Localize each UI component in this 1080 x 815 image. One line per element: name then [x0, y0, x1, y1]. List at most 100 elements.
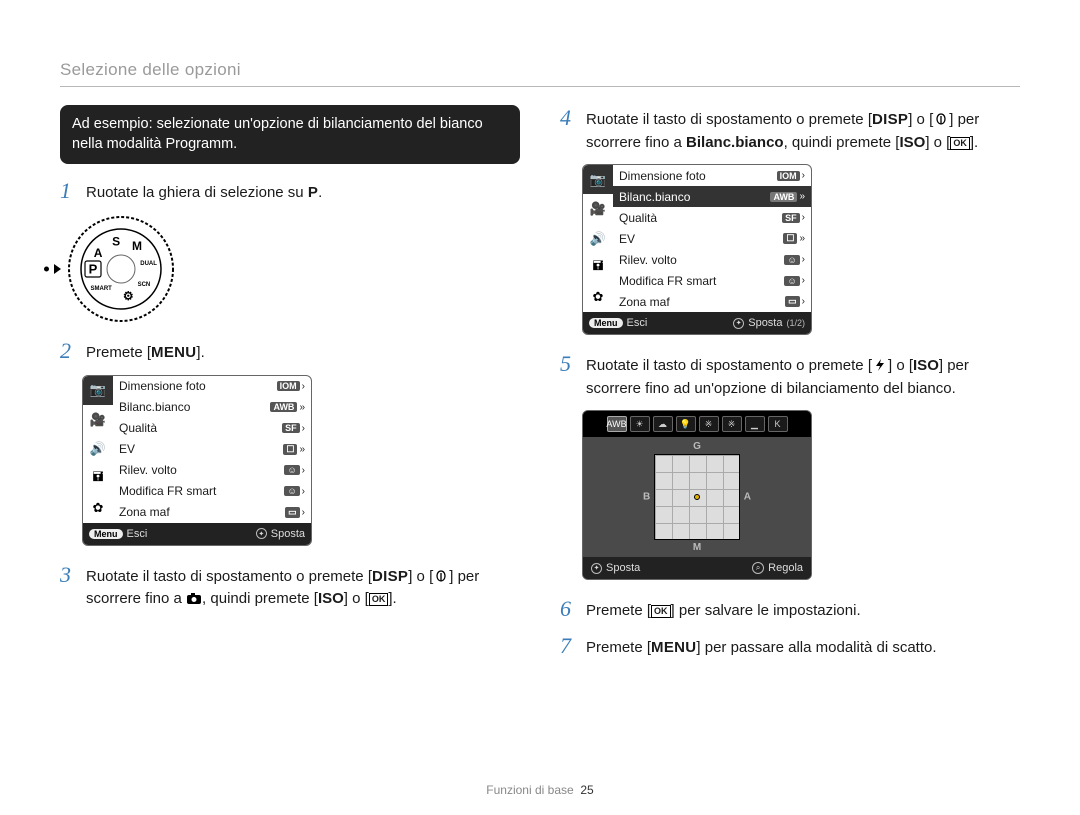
axis-b: B [643, 492, 650, 503]
t: Ruotate il tasto di spostamento o premet… [86, 568, 372, 585]
side-icon: 📷 [83, 376, 113, 405]
iso-label: ISO [913, 357, 939, 374]
mode-dial-svg: PASMDUALSCN⚙SMART [66, 214, 176, 324]
menu-row: Modifica FR smart☺› [113, 481, 311, 502]
bilanc-bold: Bilanc.bianco [686, 134, 784, 151]
wb-option: ▁ [745, 416, 765, 432]
step-6: 6 Premete [OK] per salvare le impostazio… [560, 596, 1020, 623]
wb-option: ☀ [630, 416, 650, 432]
menu-button-label: MENU [651, 639, 696, 656]
menu-row: EV☐» [613, 228, 811, 249]
nav-circle-icon: ✦ [256, 528, 267, 539]
axis-g: G [693, 441, 701, 452]
menu-row-value: ☺› [284, 486, 305, 497]
white-balance-panel: AWB☀☁💡※※▁K G M B A ✦ Sposta ⌕ Regola [582, 410, 812, 580]
menu-row: Rilev. volto☺› [113, 460, 311, 481]
wb-footer: ✦ Sposta ⌕ Regola [583, 557, 811, 579]
step-3: 3 Ruotate il tasto di spostamento o prem… [60, 562, 520, 611]
regola-label: Regola [768, 562, 803, 574]
step-7: 7 Premete [MENU] per passare alla modali… [560, 633, 1020, 660]
menu-list: Dimensione fotoIOM›Bilanc.biancoAWB»Qual… [113, 376, 311, 523]
mode-p: P [308, 184, 318, 201]
page-count: (1/2) [786, 318, 805, 328]
menu-row-value: ▭› [285, 507, 305, 518]
wb-icon-strip: AWB☀☁💡※※▁K [583, 411, 811, 437]
menu-row-value: ▭› [785, 296, 805, 307]
macro-icon [933, 112, 949, 126]
step-number: 6 [560, 596, 578, 623]
menu-row-label: Bilanc.bianco [619, 190, 770, 204]
camera-menu-panel: 📷🎥🔊🖬✿ Dimensione fotoIOM›Bilanc.biancoAW… [82, 375, 312, 546]
t: ] o [ [408, 568, 433, 585]
wb-center-dot [694, 494, 700, 500]
step-body: Ruotate il tasto di spostamento o premet… [586, 105, 1020, 154]
menu-row-label: EV [619, 232, 783, 246]
dial-indicator-dot [44, 267, 49, 272]
ok-icon: OK [950, 137, 970, 150]
sposta-label: Sposta [606, 562, 640, 574]
page-header: Selezione delle opzioni [60, 60, 1020, 80]
svg-text:SCN: SCN [138, 282, 151, 288]
ok-icon: OK [651, 605, 671, 618]
axis-a: A [744, 492, 751, 503]
menu-row-value: SF› [282, 423, 305, 434]
menu-row-label: Dimensione foto [619, 169, 777, 183]
menu-row: Bilanc.biancoAWB» [613, 186, 811, 207]
magnify-icon: ⌕ [752, 562, 764, 574]
t: ] o [ [908, 111, 933, 128]
t: ] o [ [888, 357, 913, 374]
t: ] per salvare le impostazioni. [671, 602, 861, 619]
nav-circle-icon: ✦ [733, 318, 744, 329]
macro-icon [433, 569, 449, 583]
t: Ruotate il tasto di spostamento o premet… [586, 111, 872, 128]
menu-row-label: Dimensione foto [119, 379, 277, 393]
step-1: 1 Ruotate la ghiera di selezione su P. [60, 178, 520, 205]
svg-text:A: A [94, 246, 103, 260]
wb-option: AWB [607, 416, 627, 432]
columns: Ad esempio: selezionate un'opzione di bi… [60, 105, 1020, 669]
t: Ruotate il tasto di spostamento o premet… [586, 357, 872, 374]
menu-row-label: Zona maf [619, 295, 785, 309]
menu-row: Zona maf▭› [613, 291, 811, 312]
menu-row-label: Modifica FR smart [119, 484, 284, 498]
wb-option: ※ [699, 416, 719, 432]
footer-section: Funzioni di base [486, 783, 573, 797]
side-icon: 🖬 [83, 464, 113, 493]
wb-option: ☁ [653, 416, 673, 432]
menu-pill: Menu [589, 318, 623, 328]
menu-row-value: SF› [782, 212, 805, 223]
menu-row: Modifica FR smart☺› [613, 270, 811, 291]
svg-text:M: M [132, 239, 142, 253]
menu-row-label: Bilanc.bianco [119, 400, 270, 414]
sposta-label: Sposta [748, 317, 782, 329]
step-body: Ruotate la ghiera di selezione su P. [86, 178, 520, 205]
dial-indicator-arrow [54, 264, 61, 274]
menu-row: Zona maf▭› [113, 502, 311, 523]
step-number: 4 [560, 105, 578, 154]
side-icon: ✿ [583, 283, 613, 312]
menu-row-label: Qualità [619, 211, 782, 225]
menu-row-label: Zona maf [119, 505, 285, 519]
t: ]. [970, 134, 978, 151]
esci-label: Esci [627, 317, 648, 329]
menu-pill: Menu [89, 529, 123, 539]
step-body: Premete [MENU]. [86, 338, 520, 365]
menu-row: EV☐» [113, 439, 311, 460]
step-number: 2 [60, 338, 78, 365]
side-icon: 🔊 [83, 434, 113, 463]
sposta-label: Sposta [271, 528, 305, 540]
side-icon: 🔊 [583, 224, 613, 253]
page-number: 25 [580, 783, 593, 797]
menu-row-label: EV [119, 442, 283, 456]
menu-side-icons: 📷🎥🔊🖬✿ [83, 376, 113, 523]
side-icon: ✿ [83, 493, 113, 522]
flash-icon [872, 358, 888, 372]
step-text: Premete [ [86, 344, 151, 361]
t: Premete [ [586, 602, 651, 619]
t: ] o [ [344, 590, 369, 607]
menu-row: QualitàSF› [613, 207, 811, 228]
menu-row-label: Rilev. volto [619, 253, 784, 267]
menu-list: Dimensione fotoIOM›Bilanc.biancoAWB»Qual… [613, 165, 811, 312]
step-body: Premete [MENU] per passare alla modalità… [586, 633, 1020, 660]
t: , quindi premete [ [784, 134, 900, 151]
